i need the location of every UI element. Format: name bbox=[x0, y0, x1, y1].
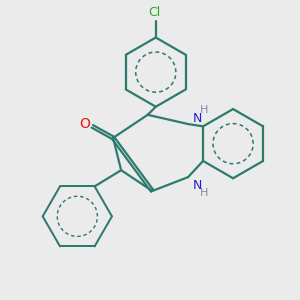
Text: H: H bbox=[200, 105, 208, 115]
Text: N: N bbox=[193, 112, 202, 125]
Text: H: H bbox=[200, 188, 208, 198]
Text: O: O bbox=[79, 117, 90, 131]
Text: Cl: Cl bbox=[148, 6, 161, 19]
Text: N: N bbox=[193, 179, 202, 192]
